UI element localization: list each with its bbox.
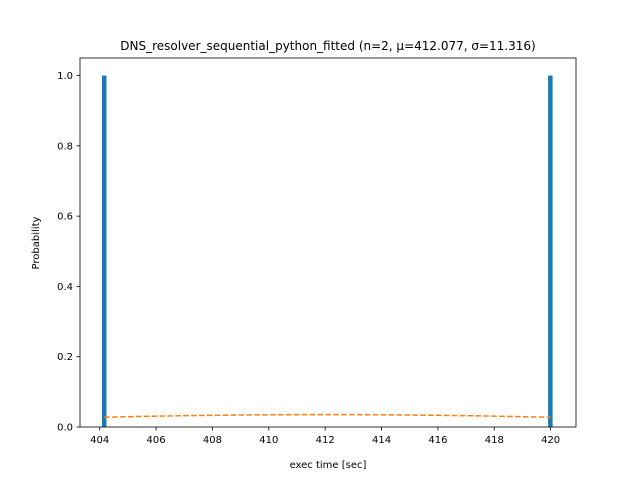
- y-tick-label: 0.4: [57, 282, 73, 293]
- x-tick-label: 414: [372, 435, 391, 446]
- histogram-bars: [101, 75, 553, 428]
- x-tick-label: 420: [541, 435, 560, 446]
- y-tick-label: 0.6: [57, 212, 73, 223]
- x-tick-label: 408: [203, 435, 222, 446]
- x-tick-label: 410: [259, 435, 278, 446]
- x-tick-label: 412: [316, 435, 335, 446]
- y-tick-label: 0.8: [57, 141, 73, 152]
- x-tick-label: 418: [485, 435, 504, 446]
- x-axis-ticks: 404 406 408 410 412 414 416 418 420: [90, 427, 560, 446]
- y-tick-label: 1.0: [57, 71, 73, 82]
- axes-frame: [79, 57, 577, 428]
- histogram-bar: [548, 75, 553, 428]
- y-axis-ticks: 0.0 0.2 0.4 0.6 0.8 1.0: [57, 71, 80, 434]
- fitted-curve-line: [104, 413, 551, 419]
- y-tick-label: 0.2: [57, 352, 73, 363]
- x-axis-label: exec time [sec]: [290, 460, 367, 471]
- axes: [79, 57, 577, 428]
- y-tick-label: 0.0: [57, 423, 73, 434]
- chart-title: DNS_resolver_sequential_python_fitted (n…: [120, 39, 535, 53]
- x-tick-label: 406: [147, 435, 166, 446]
- y-axis-label: Probability: [31, 216, 42, 269]
- fitted-curve: [104, 413, 551, 419]
- x-tick-label: 416: [428, 435, 447, 446]
- histogram-bar: [101, 75, 107, 428]
- x-tick-label: 404: [90, 435, 109, 446]
